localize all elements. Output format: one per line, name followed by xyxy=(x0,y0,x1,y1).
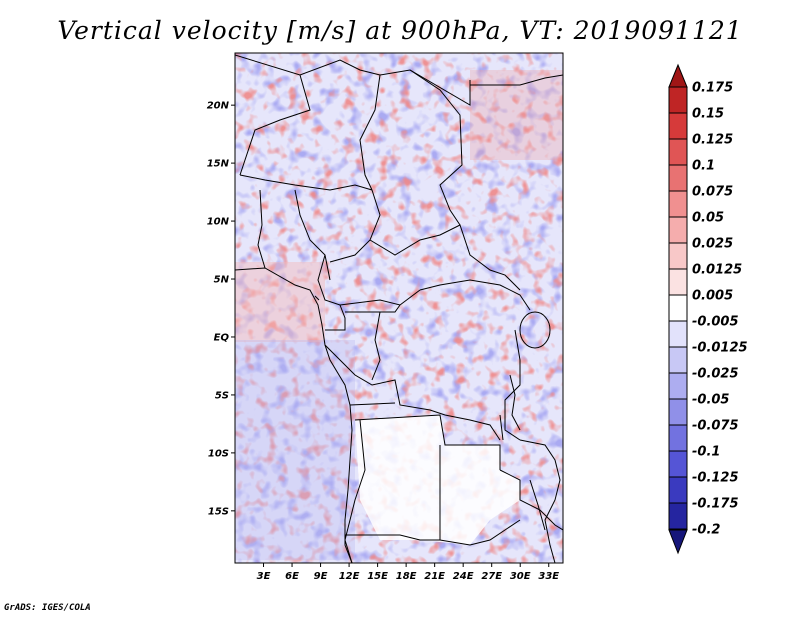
map-plot-area xyxy=(234,52,564,564)
lon-tick-label: 24E xyxy=(453,571,474,582)
lat-tick-label: 10S xyxy=(208,448,229,459)
lat-tick-label: 15N xyxy=(207,159,230,170)
grads-credit: GrADS: IGES/COLA xyxy=(4,603,91,613)
lon-tick-label: 21E xyxy=(424,571,445,582)
lon-tick-label: 27E xyxy=(481,571,502,582)
colorbar-label: -0.2 xyxy=(692,523,720,538)
colorbar-label: 0.15 xyxy=(692,107,724,122)
colorbar-box xyxy=(668,346,688,374)
colorbar-label: 0.125 xyxy=(692,133,733,148)
colorbar-label: -0.05 xyxy=(692,393,729,408)
colorbar-label: 0.1 xyxy=(692,159,715,174)
lon-tick-label: 12E xyxy=(339,571,360,582)
colorbar-box xyxy=(668,320,688,348)
colorbar-box xyxy=(668,138,688,166)
lat-tick-label: 10N xyxy=(207,217,230,228)
colorbar-box xyxy=(668,398,688,426)
lat-tick-label: 20N xyxy=(207,101,230,112)
colorbar-max-arrow xyxy=(668,63,688,88)
atlantic-downdraft-region xyxy=(235,340,355,560)
lat-tick-label: 5S xyxy=(215,390,229,401)
lon-tick-label: 18E xyxy=(396,571,417,582)
colorbar-label: -0.005 xyxy=(692,315,739,330)
lon-tick-label: 33E xyxy=(538,571,559,582)
colorbar-box xyxy=(668,164,688,192)
map-frame xyxy=(234,52,564,564)
lat-tick-label: 15S xyxy=(208,506,229,517)
low-elevation-masked-region xyxy=(355,415,520,545)
velocity-field xyxy=(235,53,563,563)
colorbar-box xyxy=(668,476,688,504)
country-borders xyxy=(235,54,563,563)
colorbar-box xyxy=(668,424,688,452)
colorbar-box xyxy=(668,216,688,244)
colorbar-boxes xyxy=(668,86,688,530)
colorbar-label: -0.025 xyxy=(692,367,739,382)
colorbar-box xyxy=(668,372,688,400)
colorbar-box xyxy=(668,190,688,218)
colorbar-box xyxy=(668,294,688,322)
colorbar-box xyxy=(668,242,688,270)
lon-tick-label: 30E xyxy=(510,571,531,582)
sahel-updraft-region xyxy=(470,70,563,160)
coastal-updraft-region xyxy=(235,262,325,342)
lon-tick-label: 6E xyxy=(285,571,299,582)
colorbar-box xyxy=(668,112,688,140)
colorbar: 0.175 0.15 0.125 0.1 0.075 0.05 0.025 0.0125 0.0… xyxy=(668,63,748,555)
colorbar-label: -0.1 xyxy=(692,445,720,460)
colorbar-box xyxy=(668,86,688,114)
colorbar-label: 0.025 xyxy=(692,237,733,252)
colorbar-labels: 0.175 0.15 0.125 0.1 0.075 0.05 0.025 0.0125 0.0… xyxy=(692,81,748,538)
colorbar-label: 0.075 xyxy=(692,185,733,200)
colorbar-label: -0.075 xyxy=(692,419,739,434)
colorbar-label: -0.125 xyxy=(692,471,739,486)
lon-tick-label: 15E xyxy=(367,571,388,582)
longitude-axis: 3E 6E 9E 12E 15E 18E 21E 24E 27E 30E 33E xyxy=(257,563,559,582)
chart-title: Vertical velocity [m/s] at 900hPa, VT: 2… xyxy=(57,16,743,45)
colorbar-min-arrow xyxy=(668,529,688,555)
colorbar-box xyxy=(668,450,688,478)
colorbar-label: 0.0125 xyxy=(692,263,742,278)
colorbar-label: 0.05 xyxy=(692,211,724,226)
lat-tick-label: EQ xyxy=(214,332,230,343)
colorbar-label: -0.0125 xyxy=(692,341,748,356)
lon-tick-label: 9E xyxy=(314,571,328,582)
colorbar-box xyxy=(668,268,688,296)
lon-tick-label: 3E xyxy=(257,571,271,582)
colorbar-label: -0.175 xyxy=(692,497,739,512)
colorbar-label: 0.175 xyxy=(692,81,733,96)
colorbar-box xyxy=(668,502,688,530)
latitude-axis: 20N 15N 10N 5N EQ 5S 10S 15S xyxy=(207,101,235,517)
lat-tick-label: 5N xyxy=(214,275,230,286)
colorbar-label: 0.005 xyxy=(692,289,733,304)
